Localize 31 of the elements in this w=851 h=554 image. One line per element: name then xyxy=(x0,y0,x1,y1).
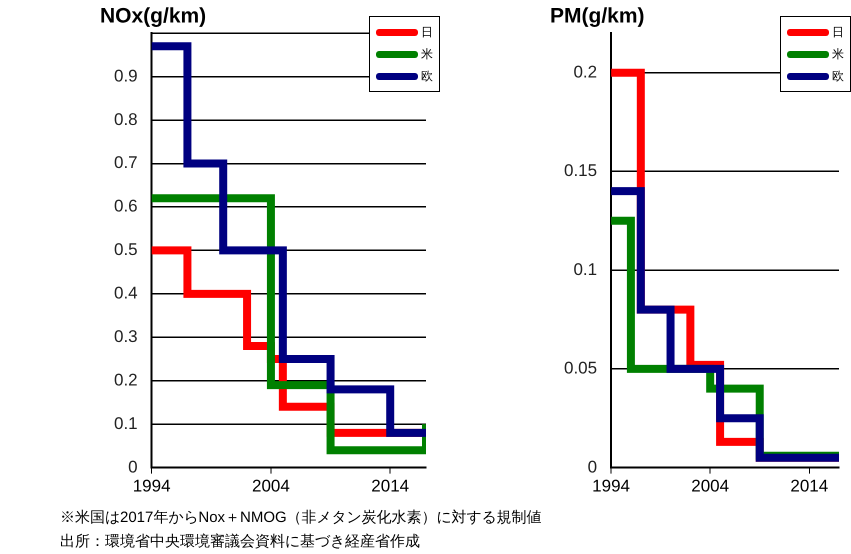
x-tick-label: 2014 xyxy=(371,476,410,496)
x-tick-label: 1994 xyxy=(592,476,630,496)
text: ※米国は2017年からNox＋NMOG（非メタン炭化水素）に対する規制値 xyxy=(60,508,542,528)
y-tick-label: 0.7 xyxy=(114,153,138,172)
y-tick-label: 0.2 xyxy=(573,62,598,82)
legend-label: 日 xyxy=(832,24,844,40)
y-axis-title: PM(g/km) xyxy=(550,4,644,28)
y-tick-label: 0.15 xyxy=(564,161,598,180)
legend-label: 米 xyxy=(832,46,844,62)
legend-label: 米 xyxy=(421,46,433,62)
y-tick-label: 0 xyxy=(128,457,138,476)
y-tick-label: 0.1 xyxy=(114,414,138,433)
y-tick-label: 0.2 xyxy=(114,370,138,390)
y-axis-title: NOx(g/km) xyxy=(100,4,206,28)
y-tick-label: 0.5 xyxy=(114,240,138,260)
y-tick-label: 0.8 xyxy=(114,110,138,129)
y-tick-label: 0.1 xyxy=(573,260,598,279)
text: 出所：環境省中央環境審議会資料に基づき経産省作成 xyxy=(60,532,421,552)
y-tick-label: 0.3 xyxy=(114,326,138,346)
y-tick-label: 0.9 xyxy=(114,66,138,86)
y-tick-label: 0.05 xyxy=(564,358,598,378)
x-tick-label: 2004 xyxy=(252,476,290,496)
y-tick-label: 0 xyxy=(588,457,598,476)
y-tick-label: 0.4 xyxy=(114,284,138,303)
legend-label: 欧 xyxy=(421,68,433,84)
legend-label: 日 xyxy=(421,24,433,40)
y-tick-label: 0.6 xyxy=(114,196,138,216)
x-tick-label: 2014 xyxy=(790,476,828,496)
x-tick-label: 1994 xyxy=(132,476,171,496)
x-tick-label: 2004 xyxy=(691,476,730,496)
legend-label: 欧 xyxy=(832,68,844,84)
